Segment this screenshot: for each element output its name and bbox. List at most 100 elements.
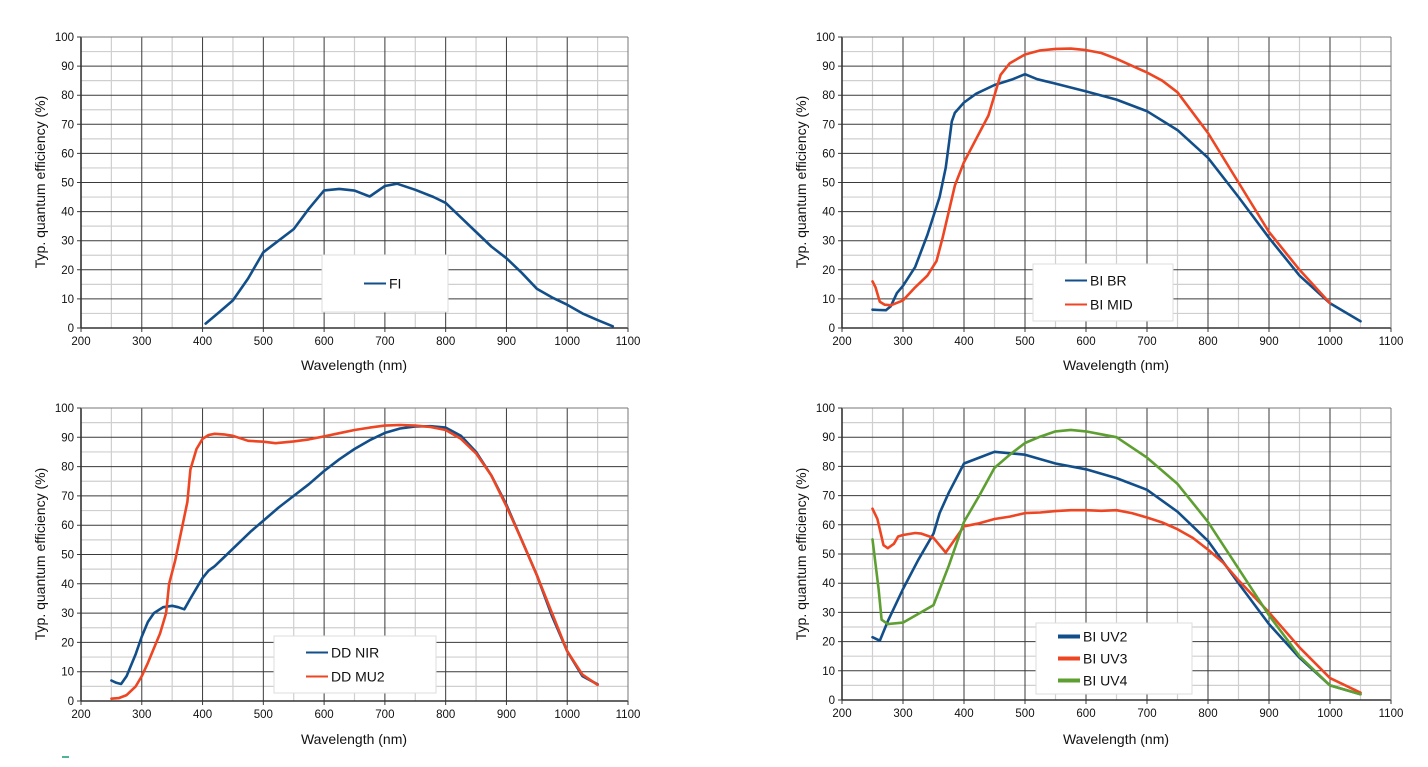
x-tick-label: 800 (436, 336, 455, 348)
x-axis-title: Wavelength (nm) (301, 731, 407, 747)
x-tick-label: 500 (254, 336, 273, 348)
x-tick-label: 500 (1015, 336, 1034, 348)
x-tick-label: 500 (1015, 708, 1034, 720)
y-tick-label: 70 (822, 491, 835, 503)
y-tick-label: 0 (829, 695, 835, 707)
y-tick-label: 70 (822, 119, 835, 131)
x-tick-label: 900 (1259, 708, 1278, 720)
legend-label: FI (389, 276, 401, 292)
y-tick-label: 100 (55, 32, 74, 44)
y-tick-label: 40 (822, 578, 835, 590)
series-line-bi-uv4 (871, 428, 1362, 696)
y-tick-label: 60 (61, 520, 74, 532)
x-tick-label: 400 (193, 336, 212, 348)
x-tick-label: 900 (497, 336, 516, 348)
x-tick-label: 900 (1259, 336, 1278, 348)
x-tick-label: 300 (893, 708, 912, 720)
x-tick-label: 400 (954, 708, 973, 720)
x-tick-label: 900 (497, 709, 516, 721)
x-tick-label: 200 (832, 708, 851, 720)
legend-label: BI UV4 (1083, 673, 1128, 689)
y-tick-label: 30 (61, 236, 74, 248)
y-tick-label: 80 (822, 461, 835, 473)
legend: FI (321, 254, 449, 313)
y-tick-label: 40 (61, 207, 74, 219)
legend: DD NIR DD MU2 (273, 635, 437, 694)
y-tick-label: 90 (822, 61, 835, 73)
y-tick-label: 20 (61, 637, 74, 649)
tick-labels: 200 300 400 500 600 700 800 900 1000 1100 0 10 20 30 4… (55, 403, 641, 721)
series-lines (871, 47, 1362, 323)
y-tick-label: 50 (61, 178, 74, 190)
series-line-fi (204, 182, 615, 328)
x-tick-label: 400 (954, 336, 973, 348)
tick-labels: 200 300 400 500 600 700 800 900 1000 1100 0 10 20 30 4… (816, 32, 1404, 348)
legend: BI UV2 BI UV3 BI UV4 (1035, 622, 1193, 695)
y-tick-label: 20 (822, 265, 835, 277)
x-tick-label: 700 (375, 336, 394, 348)
x-tick-label: 600 (1076, 708, 1095, 720)
legend-label: DD MU2 (331, 669, 385, 685)
x-tick-label: 200 (71, 336, 90, 348)
y-tick-label: 10 (822, 294, 835, 306)
legend-label: BI UV2 (1083, 629, 1128, 645)
stray-mark (62, 756, 69, 758)
x-tick-label: 600 (315, 336, 334, 348)
y-tick-label: 0 (68, 323, 74, 335)
y-tick-label: 40 (61, 579, 74, 591)
chart-fi: 200 300 400 500 600 700 800 900 1000 1100 0 10 20 30 4… (32, 32, 640, 373)
y-tick-label: 90 (61, 432, 74, 444)
series-lines (110, 423, 599, 701)
series-line-bi-uv2 (871, 450, 1362, 696)
series-line-bi-mid (871, 47, 1332, 307)
x-tick-label: 200 (832, 336, 851, 348)
x-tick-label: 400 (193, 709, 212, 721)
x-tick-label: 300 (893, 336, 912, 348)
chart-dd: 200 300 400 500 600 700 800 900 1000 1100 0 10 20 30 4… (32, 403, 640, 747)
y-axis-title: Typ. quantum efficiency (%) (32, 468, 48, 640)
tick-labels: 200 300 400 500 600 700 800 900 1000 1100 0 10 20 30 4… (55, 32, 641, 348)
y-tick-label: 20 (61, 265, 74, 277)
tick-labels: 200 300 400 500 600 700 800 900 1000 1100 0 10 20 30 4… (816, 403, 1404, 720)
legend-box (273, 635, 437, 694)
y-tick-label: 100 (816, 32, 835, 44)
series-lines (871, 428, 1362, 696)
series-line-bi-uv3 (871, 507, 1362, 695)
y-tick-label: 90 (61, 61, 74, 73)
x-tick-label: 800 (1198, 336, 1217, 348)
x-tick-label: 1000 (554, 336, 580, 348)
y-tick-label: 70 (61, 491, 74, 503)
x-tick-label: 800 (436, 709, 455, 721)
x-tick-label: 300 (132, 336, 151, 348)
y-tick-label: 80 (61, 462, 74, 474)
x-axis-title: Wavelength (nm) (1063, 731, 1169, 747)
series-line-bi-br (871, 72, 1362, 323)
y-tick-label: 60 (822, 520, 835, 532)
y-tick-label: 100 (55, 403, 74, 415)
y-tick-label: 10 (61, 294, 74, 306)
y-tick-label: 40 (822, 207, 835, 219)
y-axis-title: Typ. quantum efficiency (%) (793, 468, 809, 640)
series-lines (204, 182, 615, 328)
y-tick-label: 60 (61, 148, 74, 160)
x-tick-label: 600 (315, 709, 334, 721)
y-tick-label: 100 (816, 403, 835, 415)
y-tick-label: 90 (822, 432, 835, 444)
x-tick-label: 1100 (1379, 336, 1404, 348)
y-tick-label: 80 (61, 90, 74, 102)
y-axis-title: Typ. quantum efficiency (%) (793, 96, 809, 268)
y-tick-label: 30 (822, 236, 835, 248)
legend-box (1032, 263, 1174, 322)
y-tick-label: 0 (829, 323, 835, 335)
y-tick-label: 10 (822, 666, 835, 678)
x-tick-label: 1100 (616, 709, 641, 721)
legend-label: DD NIR (331, 645, 379, 661)
y-tick-label: 80 (822, 90, 835, 102)
y-tick-label: 30 (61, 608, 74, 620)
y-tick-label: 50 (61, 550, 74, 562)
series-line-dd-mu2 (110, 423, 599, 701)
x-tick-label: 200 (71, 709, 90, 721)
x-tick-label: 1100 (1379, 708, 1404, 720)
legend-label: BI UV3 (1083, 651, 1128, 667)
